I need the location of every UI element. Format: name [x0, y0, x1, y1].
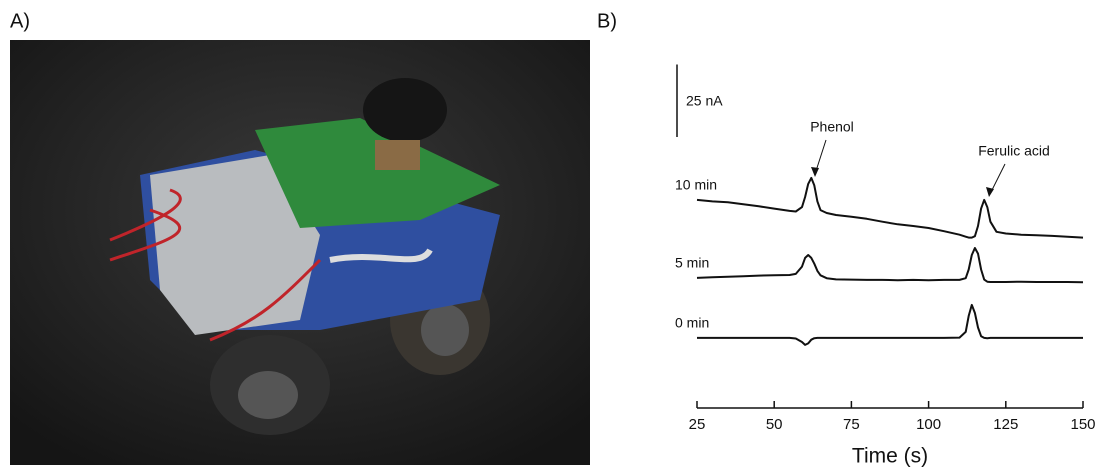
x-tick-label: 125 [993, 416, 1018, 433]
x-tick-label: 100 [916, 416, 941, 433]
annotation: Ferulic acid [978, 143, 1050, 159]
scale-bar-label: 25 nA [686, 93, 723, 109]
x-tick-label: 50 [766, 416, 783, 433]
arrow-head [811, 167, 819, 177]
x-tick-label: 25 [689, 416, 706, 433]
series-label: 10 min [675, 177, 717, 193]
series-label: 0 min [675, 315, 709, 331]
trace [696, 247, 1084, 284]
annotation: Phenol [810, 119, 854, 135]
arrow-head [986, 187, 994, 197]
panel-label: B) [597, 10, 617, 32]
x-tick-label: 75 [843, 416, 860, 433]
trace [696, 176, 1084, 239]
series-label: 5 min [675, 255, 709, 271]
panel-label: A) [10, 10, 30, 32]
trace [697, 303, 1083, 346]
photo [10, 40, 590, 465]
x-axis-label: Time (s) [852, 445, 928, 468]
x-tick-label: 150 [1070, 416, 1095, 433]
